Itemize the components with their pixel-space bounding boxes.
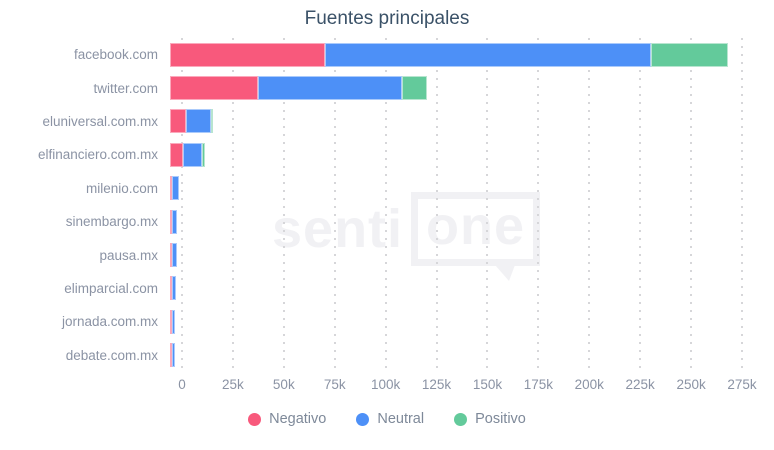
bar-row-jornada.com.mx: jornada.com.mx bbox=[0, 305, 774, 338]
bar-segment-positivo-eluniversal.com.mx[interactable] bbox=[210, 109, 213, 134]
bar-segment-negativo-sinembargo.mx[interactable] bbox=[170, 209, 173, 234]
bar-segment-negativo-eluniversal.com.mx[interactable] bbox=[170, 109, 187, 134]
legend-label-negativo: Negativo bbox=[269, 411, 327, 427]
bar-row-pausa.mx: pausa.mx bbox=[0, 238, 774, 271]
legend-label-positivo: Positivo bbox=[475, 411, 526, 427]
x-tick-label-225k: 225k bbox=[625, 377, 655, 392]
bar-row-milenio.com: milenio.com bbox=[0, 172, 774, 205]
sentione-watermark: senti one bbox=[272, 192, 541, 281]
bar-segment-neutral-twitter.com[interactable] bbox=[257, 76, 403, 101]
bar-segment-neutral-milenio.com[interactable] bbox=[172, 176, 179, 201]
bar-track-facebook.com bbox=[170, 42, 730, 67]
legend-item-positivo[interactable]: Positivo bbox=[454, 411, 526, 427]
bar-segment-negativo-pausa.mx[interactable] bbox=[170, 243, 172, 268]
bar-rows: facebook.com twitter.com eluniversal.com.m… bbox=[0, 38, 774, 372]
bar-segment-positivo-elfinanciero.com.mx[interactable] bbox=[201, 142, 205, 167]
watermark-text-one: one bbox=[426, 196, 526, 256]
bar-segment-negativo-facebook.com[interactable] bbox=[170, 42, 325, 67]
category-label-pausa.mx: pausa.mx bbox=[99, 247, 158, 263]
x-tick-label-25k: 25k bbox=[222, 377, 244, 392]
category-label-twitter.com: twitter.com bbox=[93, 80, 158, 96]
x-tick-label-250k: 250k bbox=[676, 377, 706, 392]
bar-segment-neutral-pausa.mx[interactable] bbox=[172, 243, 178, 268]
category-label-facebook.com: facebook.com bbox=[73, 47, 158, 63]
legend-item-negativo[interactable]: Negativo bbox=[248, 411, 326, 427]
gridline-125k bbox=[435, 38, 438, 372]
category-label-elimparcial.com: elimparcial.com bbox=[64, 280, 158, 296]
bar-row-sinembargo.mx: sinembargo.mx bbox=[0, 205, 774, 238]
bar-track-twitter.com bbox=[170, 76, 730, 101]
bar-segment-negativo-debate.com.mx[interactable] bbox=[170, 343, 172, 368]
gridline-75k bbox=[333, 38, 336, 372]
bar-row-debate.com.mx: debate.com.mx bbox=[0, 339, 774, 372]
bar-segment-neutral-jornada.com.mx[interactable] bbox=[172, 309, 176, 334]
x-tick-label-275k: 275k bbox=[727, 377, 757, 392]
gridline-25k bbox=[231, 38, 234, 372]
gridline-275k bbox=[741, 38, 743, 372]
gridline-225k bbox=[639, 38, 642, 372]
gridline-175k bbox=[537, 38, 540, 372]
bar-row-elfinanciero.com.mx: elfinanciero.com.mx bbox=[0, 138, 774, 171]
bar-segment-negativo-twitter.com[interactable] bbox=[170, 76, 258, 101]
watermark-text-senti: senti bbox=[272, 199, 404, 259]
legend-item-neutral[interactable]: Neutral bbox=[356, 411, 424, 427]
bar-segment-neutral-debate.com.mx[interactable] bbox=[172, 343, 176, 368]
bar-segment-negativo-elimparcial.com[interactable] bbox=[170, 276, 172, 301]
category-label-sinembargo.mx: sinembargo.mx bbox=[65, 214, 158, 230]
gridline-100k bbox=[384, 38, 387, 372]
bar-track-pausa.mx bbox=[170, 243, 730, 268]
bar-segment-neutral-elimparcial.com[interactable] bbox=[172, 276, 177, 301]
bar-segment-neutral-facebook.com[interactable] bbox=[324, 42, 651, 67]
x-tick-label-0: 0 bbox=[178, 377, 186, 392]
category-label-elfinanciero.com.mx: elfinanciero.com.mx bbox=[37, 147, 158, 163]
x-tick-label-200k: 200k bbox=[574, 377, 604, 392]
legend-dot-icon-neutral bbox=[356, 412, 370, 426]
chart-title: Fuentes principales bbox=[304, 8, 470, 29]
bar-segment-positivo-twitter.com[interactable] bbox=[402, 76, 427, 101]
gridline-150k bbox=[486, 38, 489, 372]
x-tick-label-50k: 50k bbox=[272, 377, 295, 392]
gridline-250k bbox=[690, 38, 693, 372]
category-label-jornada.com.mx: jornada.com.mx bbox=[61, 314, 158, 330]
watermark-bubble-tail bbox=[495, 265, 516, 281]
legend-dot-icon-positivo bbox=[454, 412, 468, 426]
legend-label-neutral: Neutral bbox=[377, 411, 425, 427]
x-tick-label-125k: 125k bbox=[421, 377, 452, 392]
watermark-speech-bubble-icon: one bbox=[411, 192, 541, 281]
bar-track-eluniversal.com.mx bbox=[170, 109, 730, 134]
gridline-50k bbox=[282, 38, 285, 372]
x-tick-label-75k: 75k bbox=[323, 377, 346, 392]
gridlines bbox=[181, 38, 743, 372]
x-tick-label-175k: 175k bbox=[523, 377, 553, 392]
category-label-debate.com.mx: debate.com.mx bbox=[65, 347, 158, 363]
legend-dot-icon-negativo bbox=[248, 412, 262, 426]
x-tick-label-100k: 100k bbox=[370, 377, 401, 392]
bar-row-facebook.com: facebook.com bbox=[0, 38, 774, 71]
bar-segment-neutral-sinembargo.mx[interactable] bbox=[172, 209, 178, 234]
gridline-200k bbox=[588, 38, 591, 372]
gridline-0 bbox=[181, 38, 183, 372]
category-label-eluniversal.com.mx: eluniversal.com.mx bbox=[42, 113, 158, 129]
bar-segment-negativo-milenio.com[interactable] bbox=[170, 176, 173, 201]
bar-row-elimparcial.com: elimparcial.com bbox=[0, 272, 774, 305]
bar-segment-neutral-elfinanciero.com.mx[interactable] bbox=[183, 142, 202, 167]
bar-track-jornada.com.mx bbox=[170, 309, 730, 334]
x-axis: 0 25k 50k 75k 100k 125k 150k 175k 200k 225k 250k 27… bbox=[178, 377, 756, 395]
bar-segment-negativo-elfinanciero.com.mx[interactable] bbox=[170, 142, 184, 167]
x-tick-label-150k: 150k bbox=[472, 377, 503, 392]
bar-row-eluniversal.com.mx: eluniversal.com.mx bbox=[0, 105, 774, 138]
bar-segment-positivo-facebook.com[interactable] bbox=[650, 42, 728, 67]
legend: Negativo Neutral Positivo bbox=[0, 411, 774, 427]
bar-row-twitter.com: twitter.com bbox=[0, 71, 774, 104]
bar-track-debate.com.mx bbox=[170, 343, 730, 368]
bar-track-milenio.com bbox=[170, 176, 730, 201]
bar-track-elimparcial.com bbox=[170, 276, 730, 301]
bar-track-elfinanciero.com.mx bbox=[170, 142, 730, 167]
bar-track-sinembargo.mx bbox=[170, 209, 730, 234]
bar-segment-neutral-eluniversal.com.mx[interactable] bbox=[186, 109, 211, 134]
bar-segment-negativo-jornada.com.mx[interactable] bbox=[170, 309, 172, 334]
category-label-milenio.com: milenio.com bbox=[85, 180, 158, 196]
